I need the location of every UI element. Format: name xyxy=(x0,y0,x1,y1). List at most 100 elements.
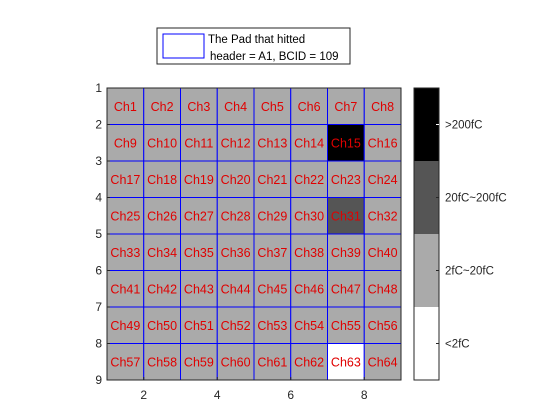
pad-cell-ch20 xyxy=(216,160,255,198)
pad-label-ch47: Ch47 xyxy=(331,282,361,296)
y-tick-label: 3 xyxy=(95,154,102,168)
pad-cell-ch15 xyxy=(327,124,365,162)
pad-label-ch61: Ch61 xyxy=(257,355,287,369)
pad-cell-ch36 xyxy=(216,233,255,271)
pad-label-ch15: Ch15 xyxy=(331,136,361,150)
pad-cell-ch11 xyxy=(180,124,218,162)
y-tick-label: 9 xyxy=(95,373,102,387)
pad-label-ch41: Ch41 xyxy=(110,282,140,296)
pad-cell-ch30 xyxy=(290,197,328,235)
pad-cell-ch46 xyxy=(290,270,328,308)
colorbar-label: <2fC xyxy=(445,339,470,351)
pad-label-ch21: Ch21 xyxy=(257,173,287,187)
pad-cell-ch60 xyxy=(216,343,255,381)
pad-cell-ch21 xyxy=(253,160,292,198)
pad-cell-ch45 xyxy=(253,270,292,308)
pad-label-ch11: Ch11 xyxy=(184,136,213,150)
pad-label-ch59: Ch59 xyxy=(184,355,214,369)
y-tick-label: 8 xyxy=(95,337,102,351)
pad-label-ch35: Ch35 xyxy=(184,246,214,260)
pad-label-ch42: Ch42 xyxy=(147,282,177,296)
pad-label-ch16: Ch16 xyxy=(368,136,398,150)
pad-label-ch39: Ch39 xyxy=(331,246,361,260)
colorbar-segment xyxy=(414,88,439,161)
pad-label-ch34: Ch34 xyxy=(147,246,177,260)
pad-cell-ch18 xyxy=(143,160,181,198)
x-tick-label: 8 xyxy=(361,388,368,402)
pad-label-ch64: Ch64 xyxy=(368,355,398,369)
pad-cell-ch55 xyxy=(327,306,365,344)
pad-label-ch3: Ch3 xyxy=(187,100,210,114)
y-tick-label: 6 xyxy=(95,264,102,278)
pad-label-ch9: Ch9 xyxy=(114,136,137,150)
pad-label-ch57: Ch57 xyxy=(110,355,140,369)
pad-cell-ch50 xyxy=(143,306,181,344)
pad-cell-ch44 xyxy=(216,270,255,308)
pad-label-ch53: Ch53 xyxy=(257,319,287,333)
pad-label-ch30: Ch30 xyxy=(294,209,324,223)
pad-cell-ch7 xyxy=(327,87,365,125)
pad-label-ch32: Ch32 xyxy=(368,209,398,223)
legend-swatch xyxy=(162,33,205,59)
pad-label-ch48: Ch48 xyxy=(368,282,398,296)
pad-label-ch1: Ch1 xyxy=(114,100,137,114)
pad-cell-ch58 xyxy=(143,343,181,381)
pad-label-ch56: Ch56 xyxy=(368,319,398,333)
pad-cell-ch27 xyxy=(180,197,218,235)
pad-cell-ch1 xyxy=(106,87,145,125)
pad-label-ch24: Ch24 xyxy=(368,173,398,187)
pad-label-ch37: Ch37 xyxy=(257,246,287,260)
pad-label-ch36: Ch36 xyxy=(221,246,251,260)
pad-label-ch19: Ch19 xyxy=(184,173,214,187)
y-tick-label: 7 xyxy=(95,300,102,314)
colorbar-label: 2fC~20fC xyxy=(445,266,494,278)
x-tick-label: 6 xyxy=(287,388,294,402)
y-tick-label: 1 xyxy=(95,81,102,95)
pad-label-ch10: Ch10 xyxy=(147,136,177,150)
colorbar-segment xyxy=(414,161,439,234)
legend-line-1: The Pad that hitted xyxy=(208,34,305,46)
y-tick-label: 5 xyxy=(95,227,102,241)
pad-label-ch44: Ch44 xyxy=(221,282,251,296)
pad-label-ch63: Ch63 xyxy=(331,355,361,369)
pad-label-ch46: Ch46 xyxy=(294,282,324,296)
pad-label-ch17: Ch17 xyxy=(110,173,140,187)
colorbar-label: 20fC~200fC xyxy=(445,193,507,205)
pad-label-ch27: Ch27 xyxy=(184,209,214,223)
pad-label-ch28: Ch28 xyxy=(221,209,251,223)
pad-cell-ch19 xyxy=(180,160,218,198)
pad-label-ch18: Ch18 xyxy=(147,173,177,187)
pad-label-ch29: Ch29 xyxy=(257,209,287,223)
pad-label-ch49: Ch49 xyxy=(110,319,140,333)
pad-label-ch58: Ch58 xyxy=(147,355,177,369)
pad-cell-ch52 xyxy=(216,306,255,344)
heatmap-axes: Ch1 Ch2 Ch3 Ch4 Ch5 Ch6 Ch7 Ch8 Ch9 Ch10 Ch11 Ch12 C… xyxy=(95,81,402,402)
pad-label-ch13: Ch13 xyxy=(257,136,287,150)
pad-cell-ch26 xyxy=(143,197,181,235)
pad-cell-ch48 xyxy=(363,270,402,308)
pad-cell-ch53 xyxy=(253,306,292,344)
pad-label-ch38: Ch38 xyxy=(294,246,324,260)
pad-label-ch33: Ch33 xyxy=(110,246,140,260)
pad-label-ch54: Ch54 xyxy=(294,319,324,333)
pad-label-ch26: Ch26 xyxy=(147,209,177,223)
pad-cell-ch5 xyxy=(253,87,292,125)
colorbar-segment xyxy=(414,234,439,307)
pad-cell-ch22 xyxy=(290,160,328,198)
pad-label-ch31: Ch31 xyxy=(331,209,361,223)
y-tick-label: 2 xyxy=(95,118,102,132)
pad-cell-ch54 xyxy=(290,306,328,344)
colorbar-segment xyxy=(414,307,439,380)
pad-label-ch14: Ch14 xyxy=(294,136,324,150)
pad-label-ch2: Ch2 xyxy=(151,100,174,114)
pad-label-ch60: Ch60 xyxy=(221,355,251,369)
pad-cell-ch63 xyxy=(327,343,365,381)
pad-cell-ch41 xyxy=(106,270,145,308)
pad-cell-ch16 xyxy=(363,124,402,162)
pad-label-ch45: Ch45 xyxy=(257,282,287,296)
pad-label-ch51: Ch51 xyxy=(184,319,214,333)
pad-cell-ch13 xyxy=(253,124,292,162)
pad-label-ch6: Ch6 xyxy=(298,100,321,114)
colorbar-label: >200fC xyxy=(445,120,482,132)
